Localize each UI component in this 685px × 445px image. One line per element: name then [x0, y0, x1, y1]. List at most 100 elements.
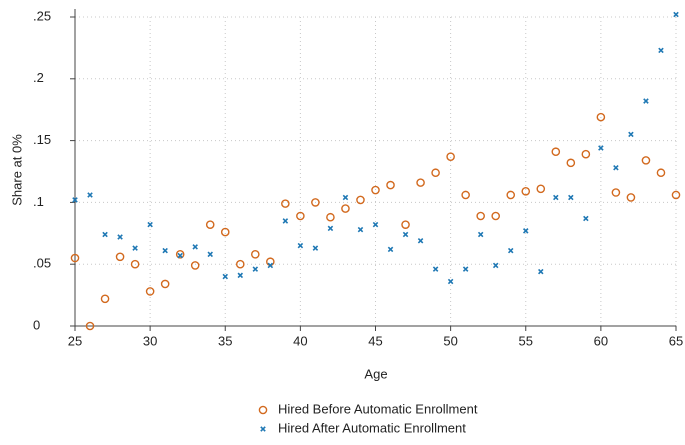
point: [341, 204, 350, 213]
point: [85, 321, 95, 331]
point: [447, 278, 454, 285]
point: [658, 47, 664, 54]
point: [538, 268, 544, 275]
point: [115, 252, 125, 262]
x-tick-label: 65: [669, 333, 683, 348]
point: [220, 227, 230, 237]
point: [372, 221, 379, 228]
point: [402, 231, 409, 238]
point: [431, 168, 440, 178]
point: [656, 168, 666, 178]
point: [626, 193, 636, 202]
point: [461, 190, 470, 200]
point: [477, 231, 484, 238]
y-tick-label: 0: [33, 317, 40, 332]
point: [522, 228, 529, 234]
point: [190, 261, 200, 270]
point: [177, 252, 183, 259]
point: [72, 197, 78, 203]
point: [596, 112, 606, 122]
point: [147, 221, 153, 228]
point: [568, 194, 574, 201]
point: [491, 211, 501, 221]
point: [342, 194, 349, 201]
point: [613, 165, 619, 171]
point: [297, 242, 304, 249]
x-tick-label: 25: [68, 333, 82, 348]
point: [132, 245, 138, 251]
legend-marker: [260, 426, 266, 432]
point: [237, 272, 244, 279]
legend-label: Hired Before Automatic Enrollment: [278, 401, 478, 416]
point: [311, 198, 320, 207]
point: [192, 244, 198, 250]
point: [673, 11, 679, 18]
x-tick-label: 55: [519, 333, 533, 348]
point: [462, 266, 469, 272]
point: [628, 131, 634, 138]
point: [205, 220, 215, 229]
x-tick-label: 30: [143, 333, 157, 348]
point: [145, 287, 155, 296]
point: [296, 211, 305, 221]
x-tick-label: 45: [368, 333, 382, 348]
point: [643, 98, 649, 104]
point: [326, 212, 335, 222]
y-axis-label: Share at 0%: [9, 134, 24, 206]
point: [566, 158, 576, 168]
point: [583, 215, 589, 222]
point: [536, 184, 546, 194]
point: [432, 266, 439, 272]
legend-label: Hired After Automatic Enrollment: [278, 420, 466, 435]
point: [117, 234, 123, 240]
point: [371, 185, 380, 195]
point: [386, 180, 395, 190]
point: [598, 145, 604, 151]
y-tick-label: .05: [33, 256, 51, 271]
legend-marker: [258, 405, 268, 415]
point: [416, 178, 425, 187]
point: [102, 231, 108, 238]
y-tick-label: .1: [33, 194, 44, 209]
point: [162, 247, 168, 254]
point: [222, 273, 229, 280]
point: [252, 266, 259, 272]
y-tick-label: .25: [33, 8, 51, 23]
x-tick-label: 40: [293, 333, 307, 348]
point: [175, 250, 185, 259]
x-axis-label: Age: [364, 366, 387, 381]
point: [267, 262, 274, 269]
point: [581, 149, 591, 159]
point: [611, 188, 621, 197]
point: [70, 253, 80, 263]
point: [506, 190, 516, 200]
point: [207, 251, 213, 258]
y-tick-label: .2: [33, 70, 44, 85]
point: [551, 147, 561, 157]
point: [266, 257, 275, 267]
point: [641, 156, 651, 165]
point: [312, 245, 319, 251]
point: [235, 259, 245, 269]
point: [671, 190, 681, 200]
point: [282, 218, 289, 224]
point: [446, 152, 455, 161]
x-tick-label: 50: [443, 333, 457, 348]
point: [401, 220, 410, 229]
y-tick-label: .15: [33, 132, 51, 147]
point: [327, 225, 334, 232]
point: [492, 262, 499, 269]
x-tick-label: 60: [594, 333, 608, 348]
point: [100, 294, 110, 304]
x-tick-label: 35: [218, 333, 232, 348]
point: [356, 195, 365, 205]
point: [387, 246, 394, 253]
point: [281, 199, 290, 208]
point: [130, 259, 140, 269]
point: [476, 211, 485, 221]
point: [521, 186, 531, 196]
point: [507, 247, 514, 254]
point: [87, 192, 93, 198]
point: [417, 237, 424, 244]
